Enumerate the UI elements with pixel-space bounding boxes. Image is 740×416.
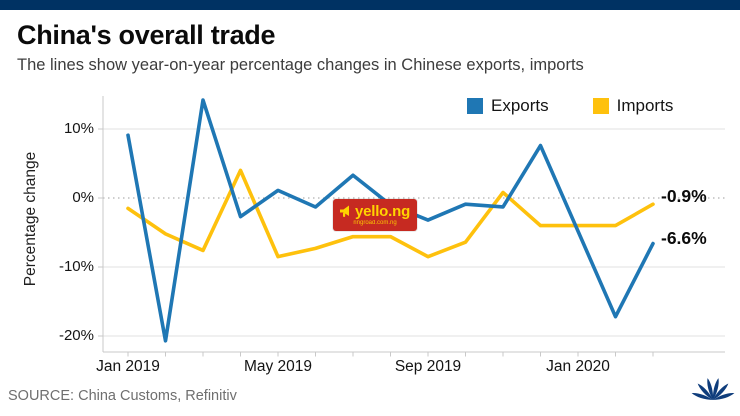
exports-swatch [467, 98, 483, 114]
x-tick-label-jan2019: Jan 2019 [96, 358, 160, 375]
axis-ticks [98, 128, 654, 357]
y-axis-title: Percentage change [22, 151, 39, 287]
legend-label-imports: Imports [616, 96, 674, 115]
x-tick-label-may2019: May 2019 [243, 358, 313, 375]
exports-end-value: -6.6% [661, 228, 707, 248]
page-title: China's overall trade [17, 20, 276, 50]
x-tick-label-sep2019: Sep 2019 [394, 358, 462, 375]
imports-swatch [592, 98, 609, 114]
watermark-subtext: ringroad.com.ng [353, 220, 397, 226]
watermark-text: yello.ng [354, 203, 411, 220]
y-tick-label-10: 10% [63, 120, 94, 137]
watermark-badge: yello.ng ringroad.com.ng [333, 199, 417, 231]
y-tick-label-neg20: -20% [58, 327, 94, 344]
y-tick-label-0: 0% [72, 189, 94, 206]
source-note: SOURCE: China Customs, Refinitiv [8, 388, 237, 404]
data-lines [126, 98, 655, 343]
legend-item-imports: Imports [592, 96, 674, 116]
cnbc-logo [691, 378, 735, 401]
megaphone-icon [339, 205, 349, 217]
legend-item-exports: Exports [467, 96, 549, 116]
y-tick-label-neg10: -10% [58, 258, 94, 275]
page-subtitle: The lines show year-on-year percentage c… [17, 56, 584, 74]
imports-end-value: -0.9% [661, 186, 707, 206]
legend-label-exports: Exports [491, 96, 549, 115]
top-accent-bar [0, 0, 740, 10]
gridlines [103, 128, 725, 337]
peacock-icon [691, 378, 735, 401]
legend: Exports Imports [467, 96, 673, 116]
x-tick-label-jan2020: Jan 2020 [546, 358, 610, 375]
axes [102, 96, 725, 353]
